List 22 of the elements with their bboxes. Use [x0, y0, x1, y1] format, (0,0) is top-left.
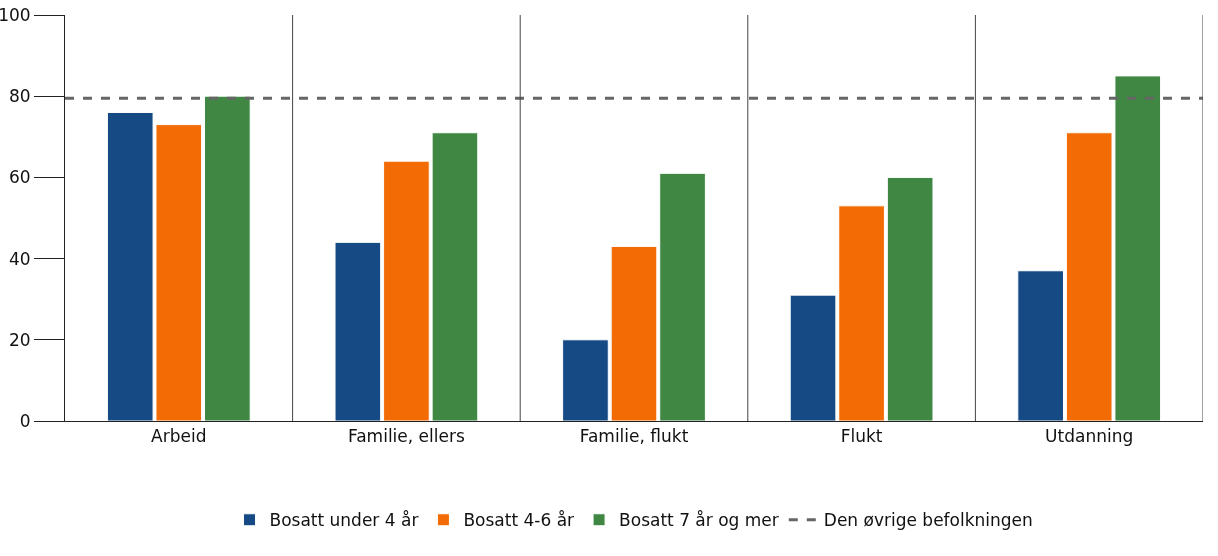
y-tick-label: 20: [8, 329, 31, 350]
legend-label: Den øvrige befolkningen: [823, 510, 1033, 531]
x-tick-label: Flukt: [840, 426, 883, 447]
y-tick-label: 40: [8, 248, 31, 269]
bar: [610, 245, 658, 421]
bar: [886, 176, 934, 421]
y-tick-label: 100: [0, 4, 31, 25]
legend-label: Bosatt 7 år og mer: [619, 510, 779, 531]
x-tick-label: Familie, flukt: [579, 426, 689, 447]
y-tick-label: 0: [19, 410, 31, 431]
legend-label: Bosatt 4-6 år: [463, 510, 575, 531]
y-tick-label: 60: [8, 167, 31, 188]
y-tick-label: 80: [8, 86, 31, 107]
legend-label: Bosatt under 4 år: [269, 510, 419, 531]
x-tick-label: Utdanning: [1045, 426, 1134, 447]
bar: [562, 339, 609, 421]
bar: [334, 241, 382, 421]
bar: [1017, 270, 1064, 421]
bar: [204, 95, 251, 421]
x-tick-label: Arbeid: [151, 426, 207, 447]
x-tick-label: Familie, ellers: [347, 426, 465, 447]
bar: [659, 172, 706, 421]
